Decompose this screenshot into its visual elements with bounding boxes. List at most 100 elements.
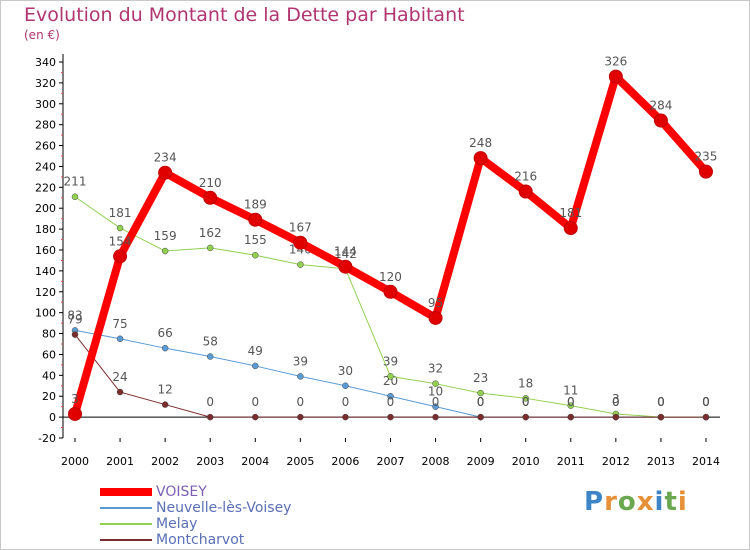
legend-swatch	[100, 507, 152, 509]
data-point	[116, 224, 124, 232]
data-label: 181	[559, 206, 582, 220]
x-tick-label: 2005	[286, 455, 314, 468]
data-point	[387, 392, 394, 400]
data-label: 210	[199, 176, 222, 190]
data-point	[387, 413, 394, 421]
y-tick-label: 180	[35, 223, 56, 236]
data-label: 284	[649, 98, 672, 112]
y-tick-label: 80	[42, 328, 56, 341]
data-label: 0	[612, 395, 620, 409]
data-label: 10	[428, 385, 443, 399]
data-label: 0	[342, 395, 350, 409]
data-point	[252, 413, 259, 421]
data-label: 216	[514, 170, 537, 184]
data-label: 0	[702, 395, 710, 409]
data-label: 167	[289, 221, 312, 235]
data-point	[567, 402, 575, 409]
data-label: 0	[702, 395, 710, 409]
data-label: 154	[109, 234, 132, 248]
data-label: 144	[334, 245, 357, 259]
data-point	[702, 413, 710, 421]
data-point	[206, 353, 214, 360]
data-label: 24	[112, 370, 127, 384]
data-point	[342, 413, 349, 421]
data-label: 79	[67, 313, 82, 327]
data-label: 162	[199, 226, 222, 240]
x-tick-label: 2004	[241, 455, 269, 468]
data-point	[477, 413, 484, 421]
data-point	[612, 413, 620, 421]
data-label: 181	[109, 206, 132, 220]
y-tick-label: 200	[35, 202, 56, 215]
data-label: 0	[657, 395, 665, 409]
data-label: 120	[379, 270, 402, 284]
data-point	[338, 259, 353, 274]
data-label: 0	[702, 395, 710, 409]
chart-legend: VOISEY Neuvelle-lès-Voisey Melay Montcharvo…	[100, 484, 291, 548]
logo-letter: P	[584, 487, 605, 517]
data-point	[68, 406, 82, 421]
data-label: 75	[112, 317, 127, 331]
y-tick-label: 300	[35, 98, 56, 111]
x-tick-label: 2011	[557, 455, 585, 468]
data-point	[297, 373, 304, 380]
x-tick-label: 2012	[602, 455, 630, 468]
logo-letter: i	[677, 487, 688, 517]
legend-label: Montcharvot	[156, 532, 245, 548]
x-tick-label: 2010	[512, 455, 540, 468]
data-label: 0	[206, 395, 214, 409]
data-label: 66	[157, 326, 172, 340]
data-point	[252, 251, 259, 259]
logo-letter: o	[617, 487, 637, 517]
data-label: 12	[157, 383, 172, 397]
x-tick-label: 2001	[106, 455, 134, 468]
data-label: 3	[612, 392, 620, 406]
y-tick-label: 160	[35, 244, 56, 257]
data-point	[473, 151, 488, 166]
data-label: 0	[432, 395, 440, 409]
y-tick-label: 320	[35, 77, 56, 90]
data-point	[248, 212, 263, 227]
data-label: 142	[334, 247, 357, 261]
x-tick-label: 2008	[422, 455, 450, 468]
data-label: 234	[154, 151, 177, 165]
data-label: 0	[567, 395, 575, 409]
data-label: 155	[244, 233, 267, 247]
logo-letter: t	[664, 487, 678, 517]
data-label: 20	[383, 374, 398, 388]
data-point	[206, 244, 214, 252]
data-point	[297, 261, 304, 268]
data-point	[387, 373, 394, 380]
data-label: 0	[387, 395, 395, 409]
legend-label: Neuvelle-lès-Voisey	[156, 500, 292, 516]
data-label: 39	[383, 354, 398, 368]
data-label: 0	[567, 395, 575, 409]
y-tick-label: 0	[49, 411, 56, 424]
data-point	[203, 190, 218, 205]
data-point	[71, 331, 79, 338]
y-tick-label: 260	[35, 140, 56, 153]
data-point	[161, 401, 169, 408]
data-label: 0	[477, 395, 485, 409]
data-label: 32	[428, 362, 443, 376]
legend-item: Montcharvot	[100, 532, 291, 548]
legend-swatch	[100, 523, 152, 525]
data-point	[116, 388, 124, 396]
y-tick-label: 120	[35, 286, 56, 299]
data-point	[698, 164, 713, 179]
data-label: 23	[473, 371, 488, 385]
data-label: 95	[428, 296, 443, 310]
x-tick-label: 2014	[692, 455, 720, 468]
data-point	[432, 403, 439, 410]
data-label: 30	[338, 364, 353, 378]
legend-label: VOISEY	[156, 484, 207, 500]
y-tick-label: 280	[35, 119, 56, 132]
data-point	[428, 310, 443, 325]
data-point	[522, 395, 529, 402]
logo-letter: x	[636, 487, 655, 517]
data-point	[206, 413, 214, 421]
legend-label: Melay	[156, 516, 198, 532]
chart-title: Evolution du Montant de la Dette par Hab…	[24, 4, 465, 26]
data-label: 0	[251, 395, 259, 409]
